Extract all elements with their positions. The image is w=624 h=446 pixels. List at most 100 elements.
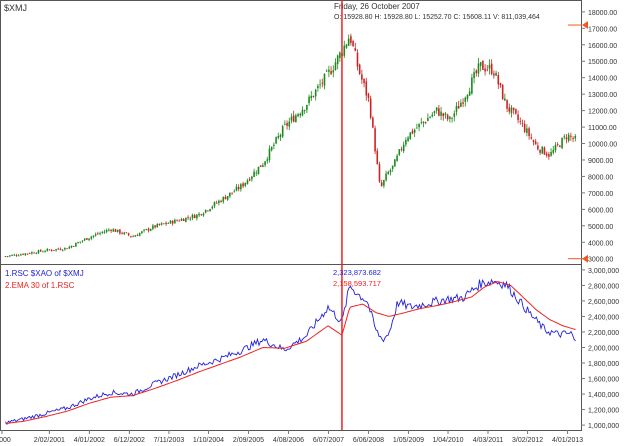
candle-body xyxy=(431,114,434,117)
lower-y-tick-label: 2,600,000 xyxy=(588,299,619,306)
lower-y-tick-label: 2,800,000 xyxy=(588,283,619,290)
candle-body xyxy=(66,248,68,250)
candle-body xyxy=(202,213,205,216)
candle-body xyxy=(165,222,167,224)
candle-body xyxy=(354,48,357,51)
candle-body xyxy=(424,122,427,124)
candle-body xyxy=(101,232,104,233)
candle-body xyxy=(154,225,156,228)
candle-body xyxy=(59,248,62,250)
candle-body xyxy=(499,83,502,86)
candle-body xyxy=(490,63,493,74)
lower-y-tick-label: 1,800,000 xyxy=(588,361,619,368)
candle-body xyxy=(136,235,139,237)
candle-body xyxy=(229,192,231,197)
candle-body xyxy=(343,45,346,56)
candle-body xyxy=(559,145,561,148)
x-tick-label: 1/04/2010 xyxy=(432,437,463,444)
candle-body xyxy=(446,114,449,120)
candle-body xyxy=(468,91,471,96)
candle-body xyxy=(352,41,354,46)
candle-body xyxy=(24,253,27,255)
candle-body xyxy=(361,74,363,80)
candle-body xyxy=(209,209,211,211)
candle-body xyxy=(231,192,233,194)
lower-y-tick-label: 1,200,000 xyxy=(588,408,619,415)
candle-body xyxy=(389,170,392,173)
candle-body xyxy=(158,223,161,225)
candle-body xyxy=(486,69,489,71)
candle-body xyxy=(572,138,574,139)
x-tick-label: 4/03/2011 xyxy=(473,437,504,444)
candle-body xyxy=(477,63,480,74)
candle-body xyxy=(145,229,148,230)
candle-body xyxy=(42,251,44,253)
candle-body xyxy=(358,64,361,74)
upper-y-tick-label: 11000.00 xyxy=(588,125,617,132)
candle-body xyxy=(86,238,88,240)
candle-body xyxy=(125,232,128,234)
candle-body xyxy=(312,95,315,97)
candle-body xyxy=(339,52,341,58)
ema-series-line xyxy=(5,281,576,425)
candle-body xyxy=(321,82,324,84)
candle-body xyxy=(332,70,335,73)
candle-body xyxy=(306,105,308,111)
candle-body xyxy=(255,172,258,174)
symbol-label: $XMJ xyxy=(4,3,27,13)
upper-y-tick-label: 17000.00 xyxy=(588,26,617,33)
candle-body xyxy=(28,253,31,254)
candle-body xyxy=(286,123,288,126)
candle-body xyxy=(281,126,284,137)
candle-body xyxy=(369,98,372,118)
price-markers xyxy=(568,21,588,263)
candle-body xyxy=(251,176,253,180)
candle-body xyxy=(167,223,170,224)
candle-body xyxy=(523,123,526,132)
candle-body xyxy=(297,114,299,117)
upper-y-tick-label: 13000.00 xyxy=(588,92,617,99)
x-tick-label: 2/02/2001 xyxy=(34,437,65,444)
candle-body xyxy=(35,253,38,254)
candle-body xyxy=(475,70,478,74)
candle-body xyxy=(163,223,165,225)
upper-y-tick-label: 4000.00 xyxy=(588,240,613,247)
candle-body xyxy=(218,200,220,204)
candle-body xyxy=(17,255,20,257)
candle-body xyxy=(211,206,214,209)
candle-body xyxy=(541,146,544,154)
candle-body xyxy=(442,113,445,117)
candle-body xyxy=(372,117,374,128)
candle-body xyxy=(11,254,13,256)
candle-body xyxy=(185,217,187,222)
candle-body xyxy=(464,97,467,102)
candle-body xyxy=(301,109,304,116)
candle-body xyxy=(574,135,577,139)
candle-body xyxy=(277,136,280,138)
candle-body xyxy=(387,171,390,175)
candle-body xyxy=(405,140,407,145)
candle-body xyxy=(422,121,425,124)
candle-body xyxy=(264,161,266,166)
candle-body xyxy=(9,255,11,257)
candle-body xyxy=(182,219,185,222)
candle-body xyxy=(196,214,198,219)
candle-body xyxy=(191,214,194,219)
candle-body xyxy=(138,233,141,236)
candle-body xyxy=(295,115,297,122)
candle-body xyxy=(266,159,269,162)
candle-body xyxy=(72,246,75,247)
candle-body xyxy=(314,89,317,97)
candle-body xyxy=(416,127,418,129)
candle-body xyxy=(374,128,376,152)
candle-body xyxy=(488,64,491,69)
candle-body xyxy=(90,236,93,239)
upper-y-axis: 3000.00 4000.00 5000.00 6000.00 7000.00 8000.… xyxy=(581,10,617,264)
candle-body xyxy=(46,249,49,251)
candle-body xyxy=(240,184,242,190)
lower-y-tick-label: 1,000,000 xyxy=(588,423,619,430)
lower-series xyxy=(5,278,576,426)
candle-body xyxy=(440,111,442,116)
